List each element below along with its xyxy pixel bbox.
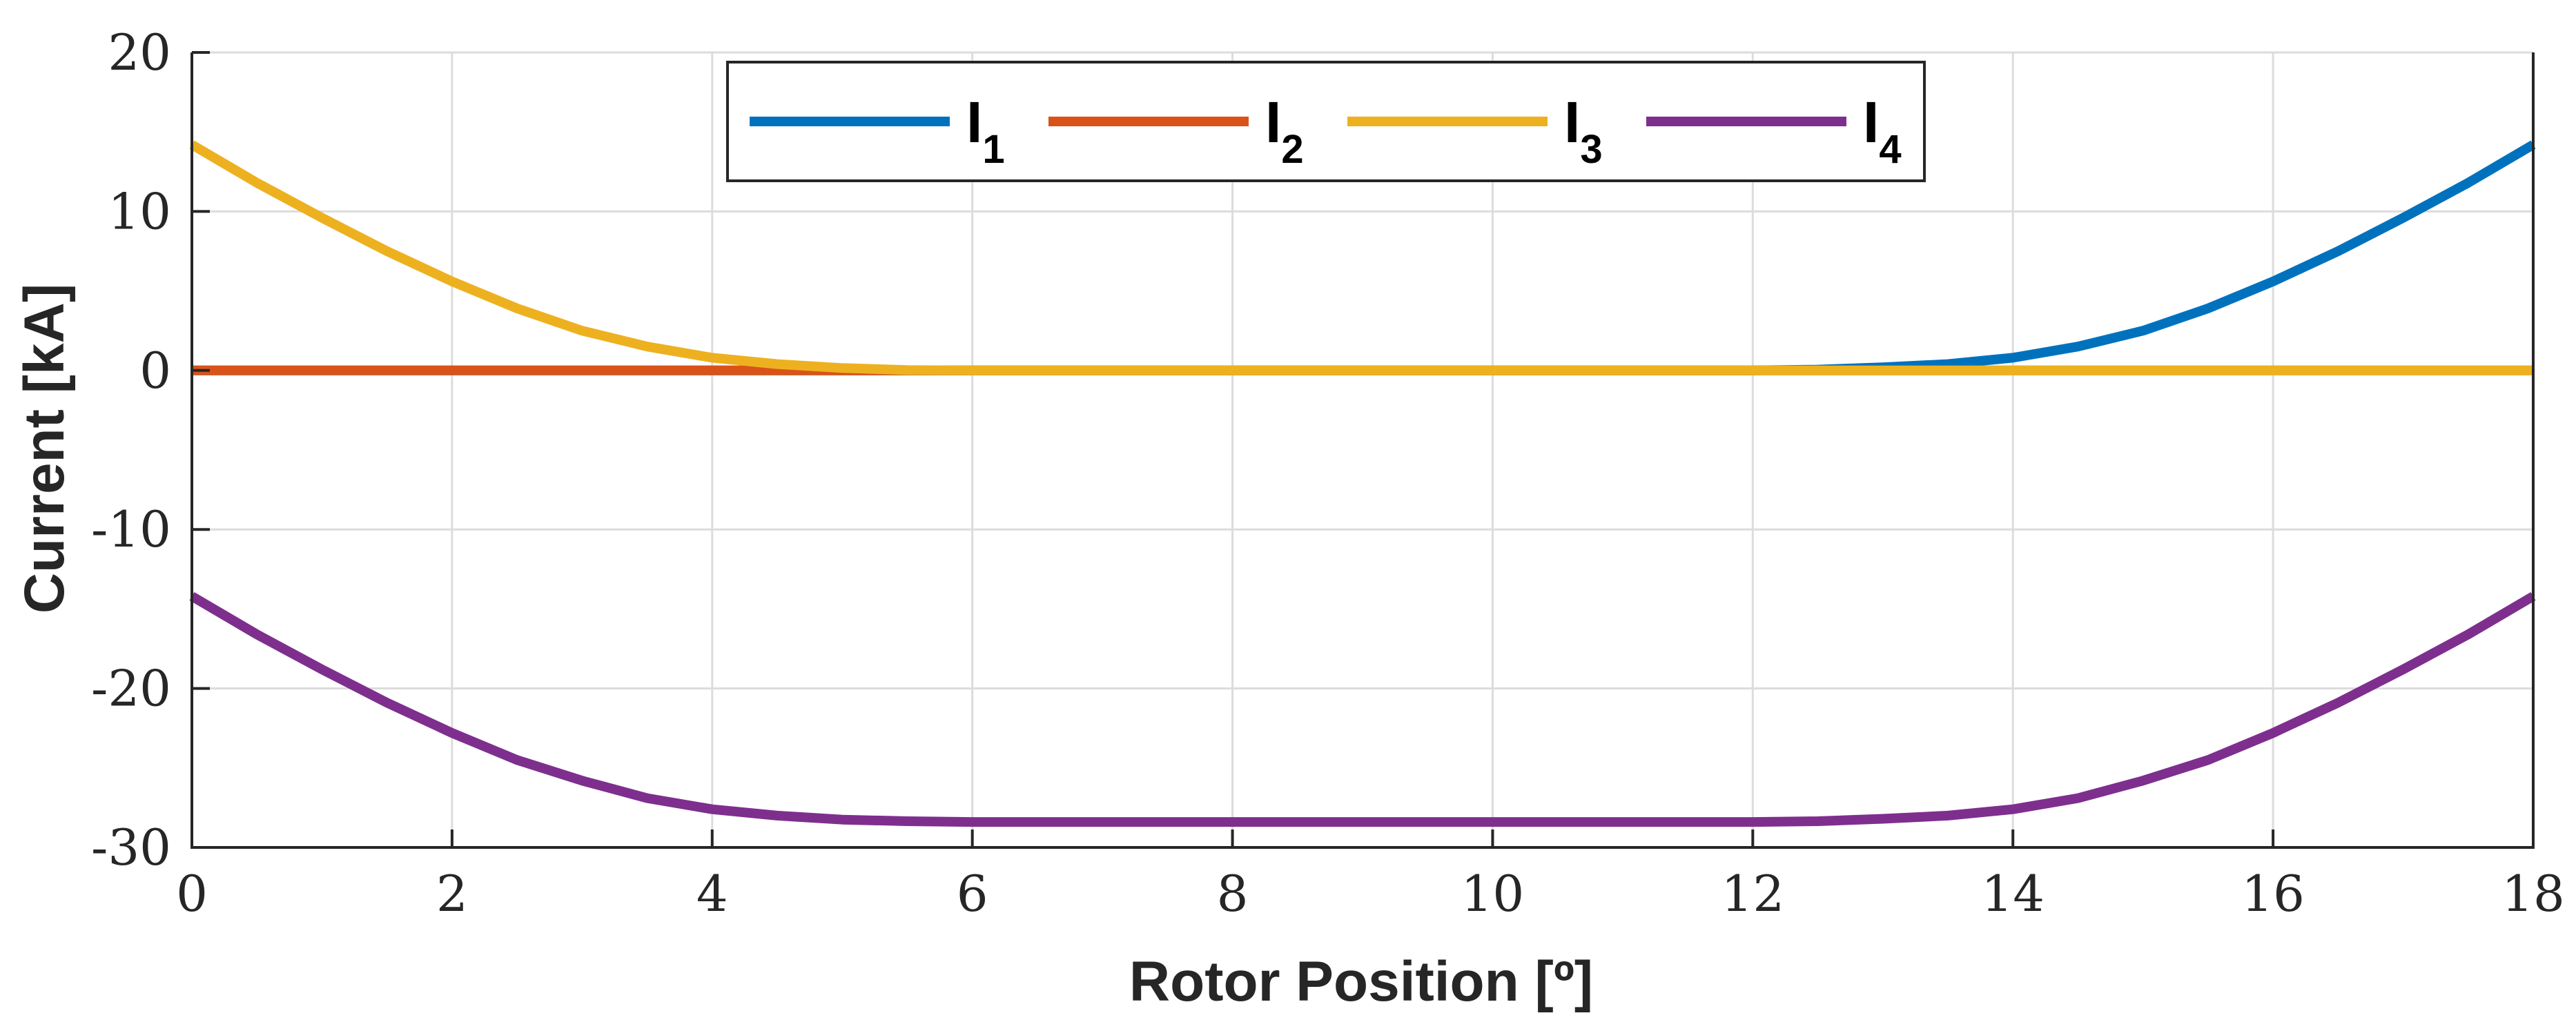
y-tick-label: -10	[91, 500, 171, 558]
x-axis-label: Rotor Position [º]	[1129, 950, 1593, 1013]
x-tick-label: 6	[957, 865, 988, 923]
x-tick-label: 18	[2501, 865, 2565, 923]
y-tick-label: 0	[139, 342, 171, 400]
x-tick-label: 10	[1461, 865, 1525, 923]
x-tick-label: 2	[436, 865, 468, 923]
y-tick-label: 20	[108, 23, 171, 81]
series-lines	[189, 140, 2536, 827]
axis-frame	[191, 52, 2535, 849]
y-tick-label: -20	[91, 660, 171, 718]
x-tick-label: 8	[1217, 865, 1249, 923]
x-tick-label: 16	[2241, 865, 2305, 923]
series-line-i4	[189, 591, 2536, 827]
series-line-i3	[189, 140, 2533, 375]
y-tick-label: -30	[91, 818, 171, 876]
tick-labels: 0 2 4 6 8 10 12 14 16 18 -30 -20 -10 0 10 20	[91, 23, 2565, 923]
axes	[191, 51, 2535, 849]
y-axis-label: Current [kA]	[13, 284, 76, 613]
x-tick-label: 14	[1981, 865, 2045, 923]
x-tick-label: 12	[1721, 865, 1785, 923]
x-tick-label: 0	[176, 865, 208, 923]
y-tick-label: 10	[108, 182, 171, 240]
x-tick-label: 4	[696, 865, 728, 923]
legend: I1 I2 I3 I4	[726, 61, 1926, 182]
